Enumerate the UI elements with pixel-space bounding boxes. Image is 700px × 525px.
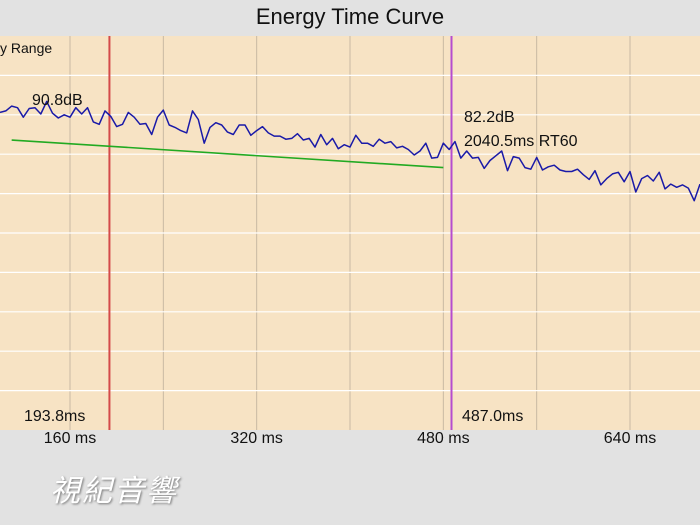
- reference-time-label: 193.8ms: [24, 408, 86, 425]
- regression-line: [11, 139, 444, 169]
- reference-level-label: 90.8dB: [32, 92, 83, 109]
- watermark-logo: 視紀音響: [50, 474, 178, 509]
- marker-time-label: 487.0ms: [462, 408, 524, 425]
- marker-level-label: 82.2dB: [464, 109, 515, 126]
- range-label: y Range: [0, 40, 53, 56]
- rt60-label: 2040.5ms RT60: [464, 133, 578, 150]
- plot-area[interactable]: y Range 90.8dB 82.2dB 2040.5ms RT60 193.…: [0, 36, 700, 430]
- chart-title: Energy Time Curve: [255, 4, 445, 29]
- chart-canvas: [0, 36, 700, 430]
- x-tick-label: 160 ms: [43, 430, 97, 447]
- x-tick-label: 640 ms: [603, 430, 657, 447]
- x-axis: 160 ms 320 ms 480 ms 640 ms: [0, 430, 700, 452]
- x-tick-label: 320 ms: [230, 430, 283, 447]
- x-tick-label: 480 ms: [417, 430, 470, 447]
- etc-series-line: [0, 100, 700, 202]
